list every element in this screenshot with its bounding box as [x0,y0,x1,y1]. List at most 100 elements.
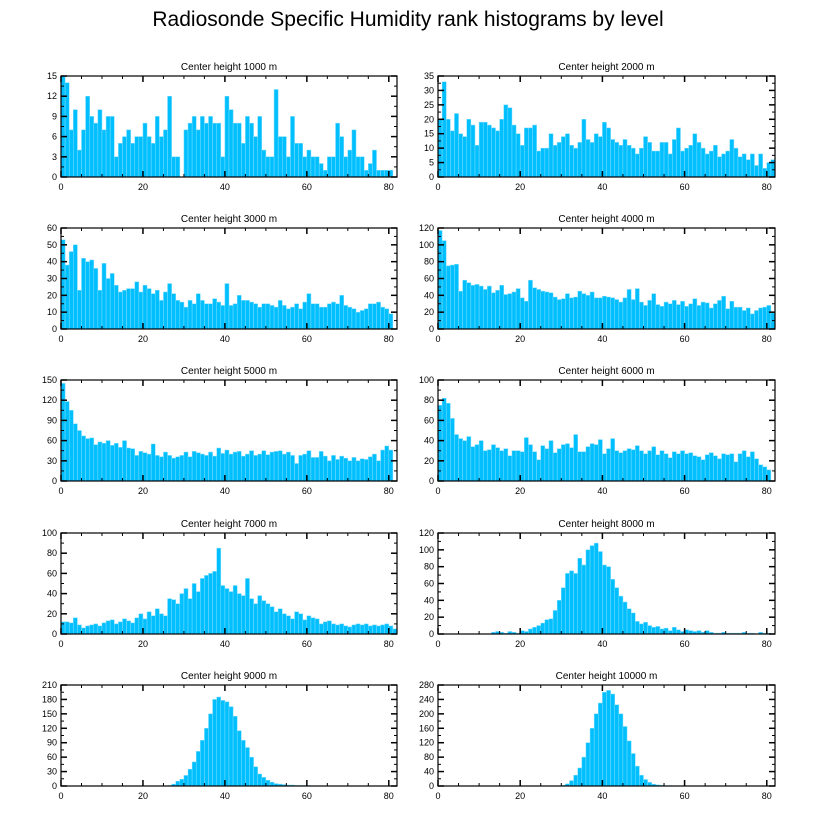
plot-frame [437,227,776,330]
histogram-bar [347,149,353,178]
histogram-bar [450,264,455,330]
y-tick-label: 60 [47,568,57,578]
histogram-bar [187,598,193,635]
plot-frame [60,227,398,330]
histogram-bar [179,301,185,330]
histogram-bar [253,455,258,482]
histogram-bar [314,457,320,482]
y-tick-label: 0 [52,324,57,334]
histogram-bar [282,613,287,635]
histogram-bar [85,625,90,635]
histogram-bar [713,145,718,178]
histogram-bar [626,740,632,787]
histogram-bar [466,282,472,330]
y-tick-label: 150 [42,709,57,719]
histogram-bar [672,300,677,330]
histogram-bar [290,618,295,635]
histogram-bar [450,130,455,178]
histogram-bar [224,701,230,787]
histogram-bar [286,308,291,330]
histogram-bar [97,625,103,635]
histogram-bar [195,751,201,787]
histogram-bar [585,446,591,482]
histogram-bar [253,766,258,787]
histogram-bar [750,313,755,330]
histogram-bar [245,300,250,330]
histogram-bar [327,303,332,330]
x-tick-label: 60 [302,486,312,496]
histogram-bar [589,545,595,635]
histogram-bar [614,587,620,635]
histogram-bar [630,299,636,330]
histogram-bar [700,459,706,482]
histogram-bar [581,293,587,330]
histogram-bar [614,142,620,178]
histogram-bar [585,549,591,635]
histogram-bar [741,450,747,482]
histogram-bar [544,291,550,330]
x-tick-label: 60 [302,334,312,344]
y-tick-label: 120 [42,395,57,405]
histogram-bar [64,621,70,635]
y-tick-label: 40 [424,767,434,777]
histogram-bar [672,627,677,635]
y-tick-label: 0 [429,172,434,182]
y-tick-label: 40 [424,436,434,446]
histogram-bar [171,457,176,482]
y-tick-label: 0 [52,172,57,182]
histogram-bar [282,453,287,482]
y-tick-label: 0 [52,476,57,486]
y-tick-label: 90 [47,738,57,748]
histogram-bar [692,455,698,482]
histogram-bar [573,573,578,635]
x-tick-label: 40 [220,486,230,496]
histogram-bar [351,129,357,178]
histogram-bar [261,149,267,178]
histogram-bar [335,122,340,178]
histogram-bar [630,449,636,482]
histogram-bar [750,451,755,482]
histogram-bar [216,547,222,635]
histogram-bar [339,455,344,482]
histogram-bar [466,436,472,482]
histogram-bar [175,780,181,787]
histogram-bar [183,775,189,787]
histogram-bar [245,747,250,787]
y-tick-label: 60 [47,223,57,233]
histogram-bar [93,122,99,178]
histogram-bar [327,156,332,178]
histogram-bar [708,452,714,482]
histogram-bar [540,290,546,330]
histogram-bar [236,451,242,482]
histogram-bar [630,612,636,635]
histogram-bar [622,450,628,482]
histogram-bar [565,443,570,482]
histogram-bar [163,129,168,178]
histogram-bar [355,623,361,635]
histogram-bar [503,104,509,178]
y-tick-label: 120 [42,723,57,733]
histogram-bar [134,281,140,330]
histogram-bar [327,620,332,635]
histogram-bar [598,551,603,635]
y-tick-label: 15 [47,71,57,81]
histogram-bar [708,150,714,178]
histogram-bar [265,603,271,635]
x-tick-label: 0 [58,486,63,496]
y-tick-label: 80 [424,395,434,405]
histogram-bar [359,156,365,178]
histogram-bar [212,699,217,787]
histogram-bar [118,621,123,635]
x-tick-label: 60 [680,486,690,496]
histogram-bar [257,306,263,330]
histogram-bar [589,728,595,787]
histogram-bar [618,452,624,482]
histogram-bar [368,456,373,482]
histogram-bar [130,143,136,178]
histogram-bar [269,156,275,178]
y-tick-label: 25 [424,100,434,110]
histogram-bar [212,298,217,330]
histogram-bar [565,293,570,330]
histogram-bar [515,288,521,330]
histogram-bar [81,129,86,178]
